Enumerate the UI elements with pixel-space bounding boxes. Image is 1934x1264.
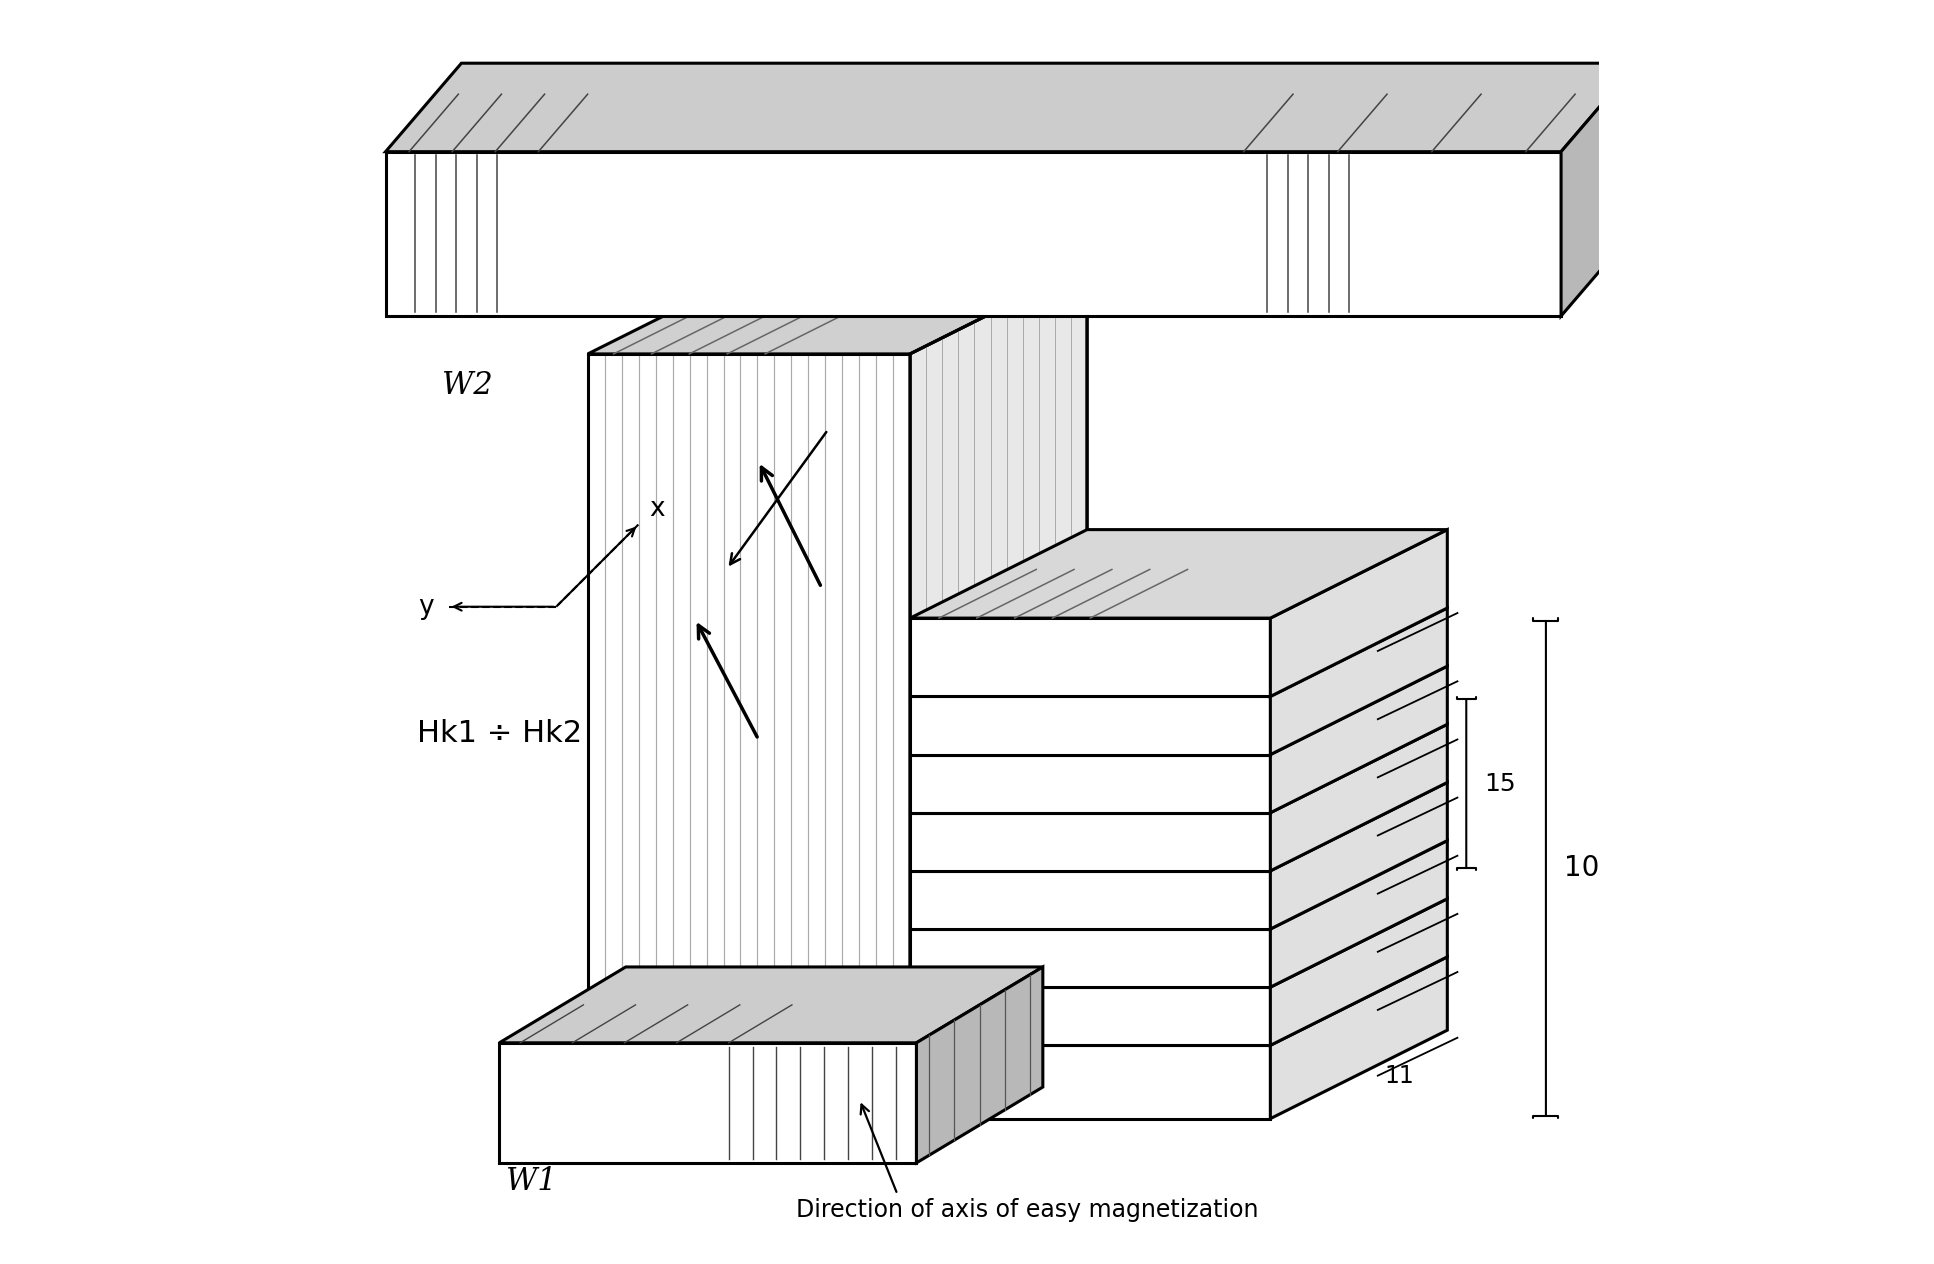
Text: 15: 15 <box>1483 772 1516 795</box>
Text: 11: 11 <box>1385 1064 1414 1087</box>
Polygon shape <box>1271 724 1447 871</box>
Text: 15a: 15a <box>1385 824 1429 847</box>
Polygon shape <box>385 152 1561 316</box>
Polygon shape <box>1271 899 1447 1045</box>
Text: 15c: 15c <box>1385 708 1427 731</box>
Text: 15b: 15b <box>1385 766 1429 789</box>
Polygon shape <box>1271 666 1447 813</box>
Polygon shape <box>1271 957 1447 1119</box>
Polygon shape <box>911 871 1271 929</box>
Text: x: x <box>650 497 665 522</box>
Polygon shape <box>499 967 1042 1043</box>
Text: W2: W2 <box>443 370 493 401</box>
Text: 14: 14 <box>1385 882 1414 905</box>
Polygon shape <box>588 265 1087 354</box>
Polygon shape <box>911 530 1447 618</box>
Polygon shape <box>385 63 1636 152</box>
Polygon shape <box>911 696 1271 755</box>
Text: Hk1 ÷ Hk2: Hk1 ÷ Hk2 <box>418 719 582 747</box>
Polygon shape <box>911 813 1271 871</box>
Text: y: y <box>418 594 433 619</box>
Polygon shape <box>911 987 1271 1045</box>
Text: Direction of axis of easy magnetization: Direction of axis of easy magnetization <box>797 1198 1259 1221</box>
Polygon shape <box>917 967 1042 1163</box>
Polygon shape <box>499 1043 917 1163</box>
Text: 10: 10 <box>1563 854 1599 882</box>
Polygon shape <box>911 755 1271 813</box>
Polygon shape <box>1561 63 1636 316</box>
Polygon shape <box>911 929 1271 987</box>
Polygon shape <box>911 265 1087 1119</box>
Polygon shape <box>911 1045 1271 1119</box>
Text: 12: 12 <box>1385 999 1414 1021</box>
Text: 16: 16 <box>1385 640 1414 662</box>
Polygon shape <box>1271 841 1447 987</box>
Text: 13: 13 <box>1385 940 1414 963</box>
Polygon shape <box>1271 608 1447 755</box>
Polygon shape <box>1271 530 1447 696</box>
Polygon shape <box>911 618 1271 696</box>
Polygon shape <box>1271 782 1447 929</box>
Text: W1: W1 <box>505 1167 557 1197</box>
